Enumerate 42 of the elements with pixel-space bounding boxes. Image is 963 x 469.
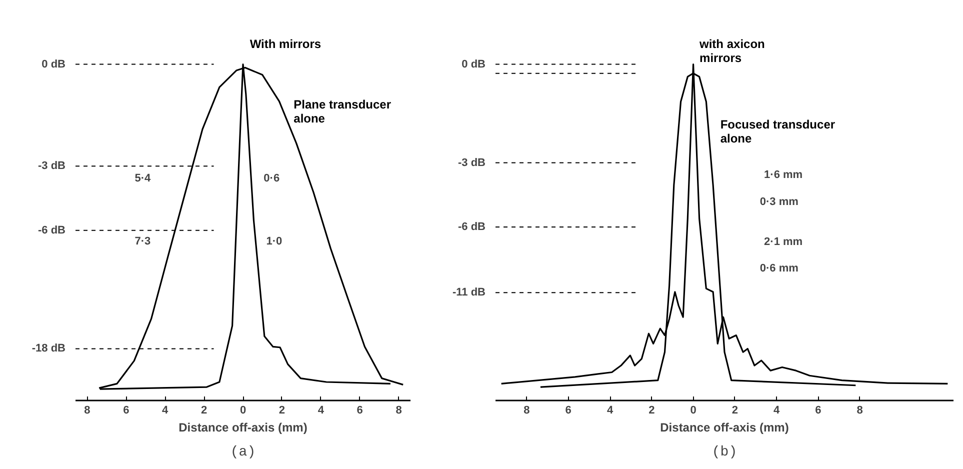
ref-line-label: 0 dB (42, 58, 66, 70)
ref-line-label: -6 dB (458, 221, 486, 234)
x-tick-label: 6 (356, 404, 363, 416)
annotation: 0·6 (264, 172, 280, 184)
x-axis-title: Distance off-axis (mm) (660, 420, 789, 434)
x-tick-label: 2 (278, 404, 286, 416)
x-axis-title: Distance off-axis (mm) (178, 420, 308, 434)
x-tick-label: 2 (200, 404, 208, 416)
x-tick-label: 2 (648, 404, 655, 416)
x-tick-label: 8 (856, 404, 863, 416)
text: (a) (230, 444, 256, 460)
ref-line-label: 0 dB (462, 58, 486, 70)
x-tick-label: 6 (123, 404, 130, 416)
x-tick-label: 4 (773, 404, 780, 416)
series-label: Plane transducer alone (294, 97, 392, 126)
x-tick-label: 6 (815, 404, 822, 416)
x-tick-label: 4 (318, 404, 325, 416)
x-tick-label: 0 (690, 404, 696, 416)
x-tick-label: 0 (240, 404, 246, 416)
ref-line-label: -3 dB (38, 160, 66, 172)
text: (b) (712, 444, 738, 460)
annotation: 1·0 (266, 235, 282, 248)
annotation: 7·3 (134, 235, 151, 248)
annotation: 5·4 (134, 172, 152, 184)
x-tick-label: 4 (606, 404, 614, 416)
x-tick-label: 8 (524, 404, 530, 416)
annotation: 1·6 mm (764, 169, 803, 182)
x-tick-label: 4 (162, 404, 170, 416)
x-tick-label: 6 (565, 404, 572, 416)
annotation: 2·1 mm (764, 236, 803, 248)
series-label: Focused transducer alone (720, 118, 836, 146)
x-tick-label: 8 (396, 404, 402, 416)
annotation: 0·6 mm (760, 262, 799, 275)
x-tick-label: 2 (732, 404, 738, 416)
x-tick-label: 8 (84, 404, 90, 416)
ref-line-label: -18 dB (32, 342, 66, 355)
series-label: with axicon mirrors (698, 36, 765, 65)
ref-line-label: -3 dB (458, 156, 486, 169)
annotation: 0·3 mm (760, 196, 799, 208)
ref-line-label: -6 dB (38, 224, 66, 236)
ref-line-label: -11 dB (452, 286, 486, 299)
series-label: With mirrors (250, 36, 322, 51)
